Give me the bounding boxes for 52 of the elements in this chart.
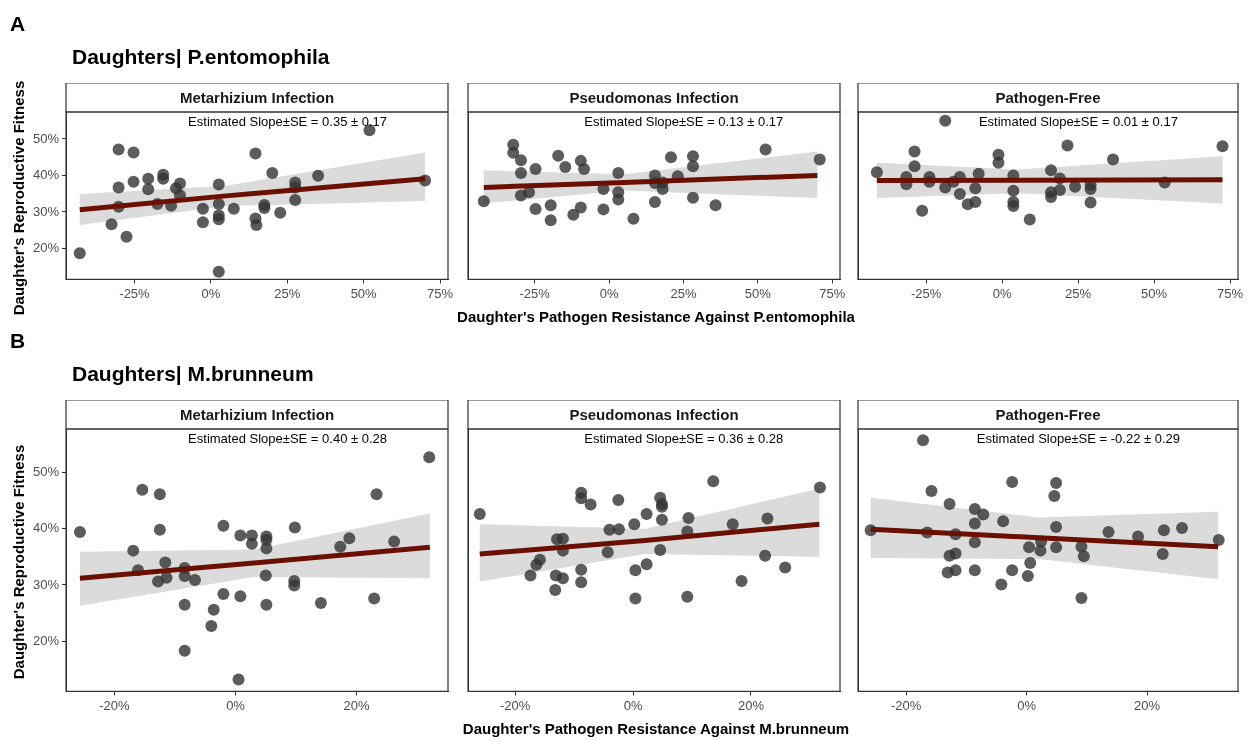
x-tick-label: 75% xyxy=(427,285,454,301)
x-tick-label: 50% xyxy=(1141,285,1168,301)
y-axis-title: Daughter's Reproductive Fitness xyxy=(9,80,27,315)
annotation: Estimated Slope±SE = 0.35 ± 0.17 xyxy=(188,114,388,130)
x-tick-label: -25% xyxy=(910,285,942,301)
chart-title: Pseudomonas Infection xyxy=(569,405,739,423)
x-tick-label: 25% xyxy=(1065,285,1092,301)
chart-title: Metarhizium Infection xyxy=(179,405,335,423)
x-tick-label: -25% xyxy=(119,285,151,301)
x-tick-label: 0% xyxy=(623,697,643,713)
x-axis-title: Daughter's Pathogen Resistance Against M.brunneum xyxy=(462,720,850,737)
text: A xyxy=(10,12,26,36)
x-tick-label: 20% xyxy=(737,697,765,713)
y-tick-label: 50% xyxy=(32,130,60,146)
annotation: Estimated Slope±SE = -0.22 ± 0.29 xyxy=(976,431,1181,447)
y-tick-label: 50% xyxy=(32,463,60,479)
x-axis-title: Daughter's Pathogen Resistance Against P.entomophila xyxy=(457,308,855,325)
chart-subtitle: Daughters| M.brunneum xyxy=(72,362,314,386)
text: B xyxy=(10,329,26,353)
y-tick-label: 20% xyxy=(32,632,60,648)
y-tick-label: 30% xyxy=(32,576,60,592)
x-tick-label: 0% xyxy=(599,285,619,301)
y-tick-label: 40% xyxy=(32,520,60,536)
x-tick-label: 25% xyxy=(274,285,301,301)
chart-title: Pathogen-Free xyxy=(995,405,1101,423)
x-tick-label: 0% xyxy=(201,285,221,301)
chart-title: Pseudomonas Infection xyxy=(569,88,739,106)
x-tick-label: 0% xyxy=(1017,697,1037,713)
y-tick-label: 20% xyxy=(32,239,60,255)
x-tick-label: 20% xyxy=(1134,697,1161,713)
y-tick-label: 30% xyxy=(32,203,60,219)
chart-title: Metarhizium Infection xyxy=(179,88,335,106)
annotation: Estimated Slope±SE = 0.36 ± 0.28 xyxy=(584,431,784,447)
annotation: Estimated Slope±SE = 0.40 ± 0.28 xyxy=(188,431,388,447)
annotation: Estimated Slope±SE = 0.01 ± 0.17 xyxy=(978,114,1178,130)
x-tick-label: -20% xyxy=(891,697,922,713)
x-tick-label: 50% xyxy=(744,285,772,301)
x-tick-label: 75% xyxy=(1217,285,1244,301)
x-tick-label: 25% xyxy=(670,285,697,301)
x-tick-label: 75% xyxy=(819,285,846,301)
x-tick-label: -25% xyxy=(519,285,551,301)
y-axis-title: Daughter's Reproductive Fitness xyxy=(9,444,27,680)
annotation: Estimated Slope±SE = 0.13 ± 0.17 xyxy=(584,114,784,130)
chart-subtitle: Daughters| P.entomophila xyxy=(72,45,330,69)
x-tick-label: 0% xyxy=(226,697,246,713)
x-tick-label: -20% xyxy=(499,697,531,713)
x-tick-label: -20% xyxy=(99,697,131,713)
x-tick-label: 20% xyxy=(343,697,371,713)
y-tick-label: 40% xyxy=(32,167,60,183)
chart-title: Pathogen-Free xyxy=(995,88,1101,106)
x-tick-label: 0% xyxy=(992,285,1012,301)
x-tick-label: 50% xyxy=(350,285,378,301)
